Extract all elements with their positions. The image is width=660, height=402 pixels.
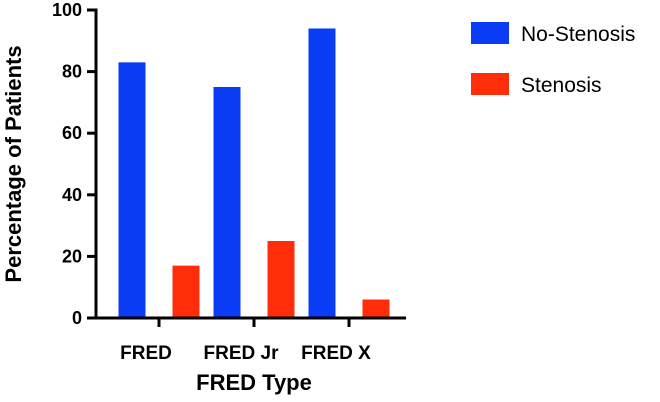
- x-tick-label: FRED X: [301, 343, 371, 364]
- y-tick-label: 20: [62, 246, 82, 266]
- y-tick-label: 100: [52, 0, 82, 20]
- y-tick-label: 80: [62, 62, 82, 82]
- x-axis-title: FRED Type: [196, 370, 312, 395]
- x-tick-label: FRED: [120, 343, 172, 364]
- y-axis-title: Percentage of Patients: [1, 45, 26, 282]
- axes-group: [94, 8, 406, 320]
- y-ticks-group: 0 20 40 60 80 100: [52, 0, 96, 328]
- bar-no-stenosis-fred: [118, 62, 146, 318]
- y-tick-label: 0: [72, 308, 82, 328]
- bars-group: [118, 28, 390, 318]
- bar-stenosis-fred-jr: [267, 241, 295, 318]
- bar-no-stenosis-fred-x: [308, 28, 336, 318]
- legend-label: Stenosis: [521, 74, 602, 97]
- x-tick-label: FRED Jr: [204, 343, 280, 364]
- bar-stenosis-fred: [172, 265, 200, 318]
- y-tick-label: 60: [62, 123, 82, 143]
- legend-label: No-Stenosis: [521, 23, 635, 46]
- bar-no-stenosis-fred-jr: [213, 87, 241, 318]
- bar-stenosis-fred-x: [362, 299, 390, 318]
- legend: No-Stenosis Stenosis: [471, 22, 635, 97]
- legend-swatch: [471, 73, 509, 95]
- y-tick-label: 40: [62, 185, 82, 205]
- x-ticks-group: FRED FRED Jr FRED X: [120, 318, 371, 364]
- legend-swatch: [471, 22, 509, 44]
